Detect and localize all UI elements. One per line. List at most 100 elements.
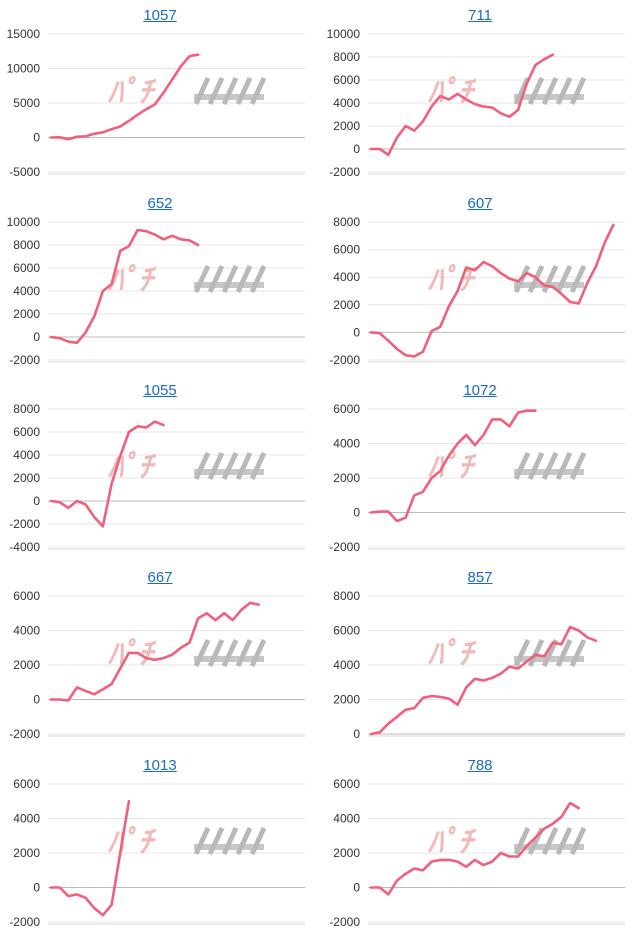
- y-tick-label: 0: [353, 506, 360, 520]
- y-tick-label: 0: [33, 131, 40, 145]
- y-tick-label: 6000: [13, 589, 40, 603]
- y-tick-label: -4000: [9, 540, 40, 554]
- y-tick-label: 2000: [13, 658, 40, 672]
- y-tick-label: 0: [33, 494, 40, 508]
- series-line: [49, 799, 131, 917]
- y-tick-label: 6000: [13, 261, 40, 275]
- y-tick-label: 0: [353, 881, 360, 895]
- y-tick-label: 6000: [333, 777, 360, 791]
- y-tick-label: 4000: [333, 96, 360, 110]
- line-chart: 10000 8000 6000 4000 2000 0 -2000 ﾊﾟﾁ: [327, 27, 625, 179]
- chart-title-link[interactable]: 667: [147, 569, 173, 586]
- y-tick-label: 0: [33, 693, 40, 707]
- series-line: [369, 409, 537, 523]
- y-tick-label: 4000: [13, 624, 40, 638]
- y-tick-label: 0: [33, 881, 40, 895]
- watermark-logo: ﾊﾟﾁ: [428, 825, 587, 860]
- chart-title-link[interactable]: 788: [467, 757, 493, 774]
- y-tick-label: 8000: [333, 50, 360, 64]
- y-tick-label: -2000: [329, 165, 360, 179]
- y-tick-label: 4000: [333, 658, 360, 672]
- svg-text:ﾊﾟﾁ: ﾊﾟﾁ: [428, 450, 477, 485]
- line-chart: 6000 4000 2000 0 -2000 ﾊﾟﾁ: [329, 777, 625, 929]
- y-tick-label: 2000: [333, 846, 360, 860]
- y-tick-label: 2000: [333, 298, 360, 312]
- y-tick-label: 10000: [7, 215, 41, 229]
- y-tick-label: 8000: [13, 402, 40, 416]
- chart-title-link[interactable]: 1072: [463, 382, 497, 399]
- chart-title-link[interactable]: 1013: [143, 757, 177, 774]
- y-tick-label: 6000: [333, 402, 360, 416]
- y-tick-label: -2000: [9, 353, 40, 367]
- y-tick-label: 4000: [13, 284, 40, 298]
- y-tick-label: 8000: [13, 238, 40, 252]
- y-tick-label: 2000: [333, 119, 360, 133]
- y-tick-label: -2000: [329, 540, 360, 554]
- y-tick-label: 5000: [13, 96, 40, 110]
- y-tick-label: -2000: [329, 915, 360, 929]
- line-chart: 8000 6000 4000 2000 0 ﾊﾟﾁ: [333, 589, 625, 741]
- y-tick-label: 6000: [333, 624, 360, 638]
- svg-text:ﾊﾟﾁ: ﾊﾟﾁ: [428, 75, 477, 110]
- y-tick-label: 4000: [333, 437, 360, 451]
- y-tick-label: 8000: [333, 589, 360, 603]
- y-tick-label: 6000: [13, 777, 40, 791]
- line-chart: 10000 8000 6000 4000 2000 0 -2000 ﾊﾟﾁ: [7, 215, 305, 367]
- y-tick-label: 0: [353, 727, 360, 741]
- chart-panel: 667 6000 4000 2000 0 -2000 ﾊﾟﾁ: [0, 562, 320, 743]
- chart-title-link[interactable]: 711: [468, 7, 492, 24]
- y-tick-label: 15000: [7, 27, 41, 41]
- chart-title-link[interactable]: 652: [147, 195, 173, 212]
- y-tick-label: 0: [353, 325, 360, 339]
- watermark-logo: ﾊﾟﾁ: [108, 637, 267, 672]
- y-tick-label: 2000: [13, 846, 40, 860]
- chart-panel: 1055 8000 6000 4000 2000 0 -2000 -4000 ﾊﾟﾁ: [0, 375, 320, 556]
- y-tick-label: 2000: [13, 471, 40, 485]
- watermark-logo: ﾊﾟﾁ: [108, 75, 267, 110]
- y-tick-label: 6000: [333, 73, 360, 87]
- series-line: [49, 420, 165, 528]
- series-line: [49, 228, 200, 345]
- line-chart: 6000 4000 2000 0 -2000 ﾊﾟﾁ: [9, 589, 305, 741]
- watermark-logo: ﾊﾟﾁ: [108, 263, 267, 298]
- y-tick-label: -2000: [329, 353, 360, 367]
- y-tick-label: 2000: [333, 471, 360, 485]
- y-tick-label: 4000: [333, 270, 360, 284]
- watermark-logo: ﾊﾟﾁ: [428, 75, 587, 110]
- chart-panel: 1072 6000 4000 2000 0 -2000 ﾊﾟﾁ: [320, 375, 640, 556]
- svg-text:ﾊﾟﾁ: ﾊﾟﾁ: [428, 825, 477, 860]
- line-chart: 6000 4000 2000 0 -2000 ﾊﾟﾁ: [329, 402, 625, 554]
- chart-title-link[interactable]: 857: [467, 569, 493, 586]
- y-tick-label: 2000: [13, 307, 40, 321]
- y-tick-label: 6000: [13, 425, 40, 439]
- series-line: [369, 53, 555, 157]
- chart-panel: 711 10000 8000 6000 4000 2000 0 -2000 ﾊﾟﾁ: [320, 0, 640, 181]
- y-tick-label: 4000: [13, 812, 40, 826]
- chart-panel: 1057 15000 10000 5000 0 -5000 ﾊﾟﾁ: [0, 0, 320, 181]
- series-line: [49, 53, 200, 141]
- y-tick-label: 0: [353, 142, 360, 156]
- y-tick-label: 8000: [333, 215, 360, 229]
- svg-text:ﾊﾟﾁ: ﾊﾟﾁ: [108, 75, 157, 110]
- watermark-logo: ﾊﾟﾁ: [108, 825, 267, 860]
- svg-text:ﾊﾟﾁ: ﾊﾟﾁ: [428, 637, 477, 672]
- y-tick-label: -2000: [9, 915, 40, 929]
- line-chart: 6000 4000 2000 0 -2000 ﾊﾟﾁ: [9, 777, 305, 929]
- y-tick-label: 4000: [333, 812, 360, 826]
- y-tick-label: 10000: [327, 27, 361, 41]
- svg-text:ﾊﾟﾁ: ﾊﾟﾁ: [108, 637, 157, 672]
- chart-panel: 857 8000 6000 4000 2000 0 ﾊﾟﾁ: [320, 562, 640, 743]
- chart-title-link[interactable]: 1057: [143, 7, 177, 24]
- chart-title-link[interactable]: 607: [467, 195, 493, 212]
- y-tick-label: 2000: [333, 693, 360, 707]
- chart-panel: 788 6000 4000 2000 0 -2000 ﾊﾟﾁ: [320, 750, 640, 931]
- y-tick-label: -5000: [9, 165, 40, 179]
- line-chart: 15000 10000 5000 0 -5000 ﾊﾟﾁ: [7, 27, 305, 179]
- chart-title-link[interactable]: 1055: [143, 382, 177, 399]
- series-line: [369, 223, 615, 358]
- y-tick-label: 6000: [333, 243, 360, 257]
- y-tick-label: 4000: [13, 448, 40, 462]
